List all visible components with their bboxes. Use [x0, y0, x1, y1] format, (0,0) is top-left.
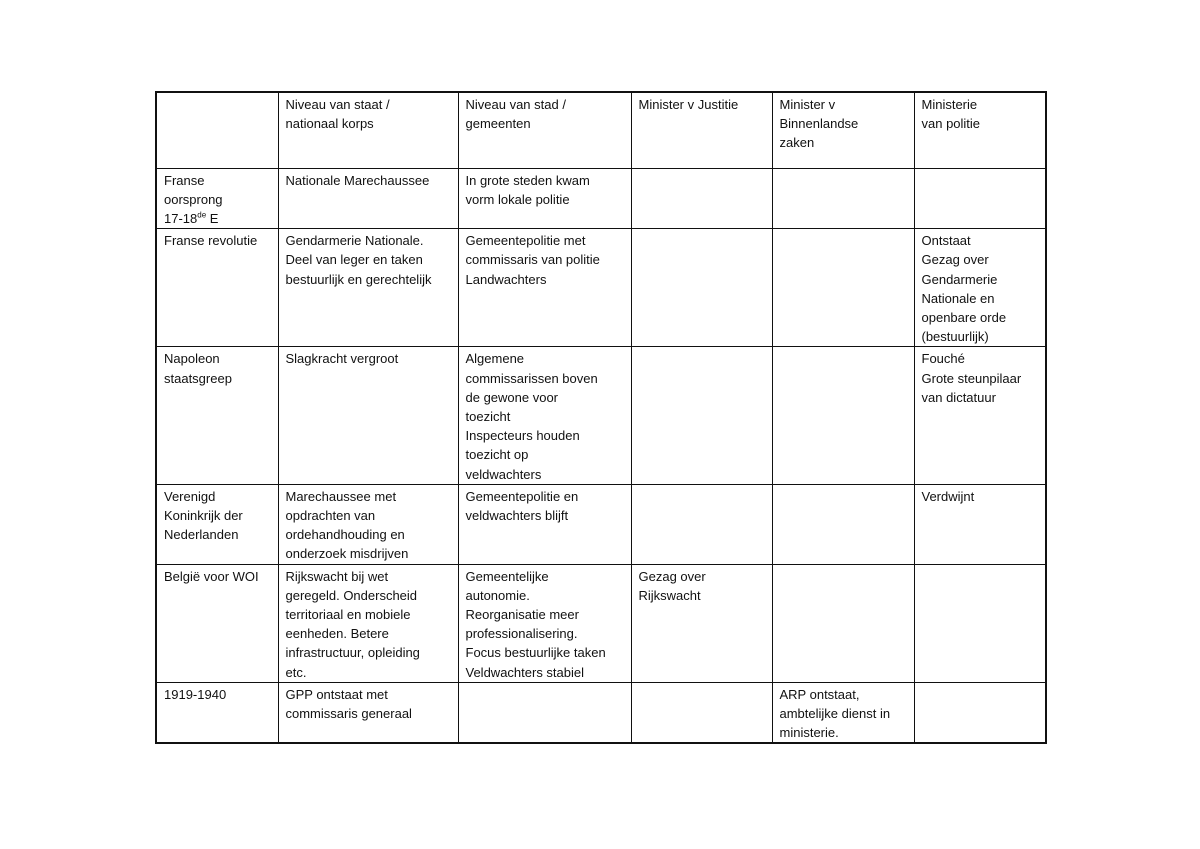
- table-cell: [771, 167, 915, 230]
- period-suffix: E: [206, 210, 219, 226]
- table-row: Verenigd Koninkrijk der Nederlanden Marec…: [155, 483, 1047, 565]
- table-cell: [913, 563, 1047, 683]
- table-cell: Slagkracht vergroot: [277, 346, 459, 485]
- table-cell: [771, 228, 915, 348]
- table-cell: Rijkswacht bij wet geregeld. Onderscheid…: [277, 563, 459, 683]
- period-text: België voor WOI: [164, 568, 259, 584]
- table-cell: Gezag over Rijkswacht: [630, 563, 773, 683]
- table-cell: ARP ontstaat, ambtelijke dienst in minis…: [771, 681, 915, 744]
- period-cell: Napoleon staatsgreep: [155, 346, 279, 485]
- header-cell: Niveau van staat / nationaal korps: [277, 91, 459, 169]
- period-superscript: de: [197, 210, 207, 220]
- period-text: Franse revolutie: [164, 233, 258, 249]
- table-cell: Algemene commissarissen boven de gewone …: [457, 346, 632, 485]
- period-cell: Franse revolutie: [155, 228, 279, 348]
- table-cell: GPP ontstaat met commissaris generaal: [277, 681, 459, 744]
- table-cell: [630, 483, 773, 565]
- header-cell: Niveau van stad / gemeenten: [457, 91, 632, 169]
- table-cell: Verdwijnt: [913, 483, 1047, 565]
- period-cell: België voor WOI: [155, 563, 279, 683]
- table-cell: [457, 681, 632, 744]
- period-cell: Verenigd Koninkrijk der Nederlanden: [155, 483, 279, 565]
- table-row: Franse oorsprong 17-18de E Nationale Mare…: [155, 167, 1047, 230]
- table-row: 1919-1940 GPP ontstaat met commissaris ge…: [155, 681, 1047, 744]
- period-text: Napoleon staatsgreep: [164, 351, 232, 386]
- period-cell: 1919-1940: [155, 681, 279, 744]
- table-cell: In grote steden kwam vorm lokale politie: [457, 167, 632, 230]
- table-cell: [630, 167, 773, 230]
- table-cell: [630, 681, 773, 744]
- table-cell: Gemeentepolitie met commissaris van poli…: [457, 228, 632, 348]
- table-cell: Gendarmerie Nationale. Deel van leger en…: [277, 228, 459, 348]
- header-cell: Minister v Justitie: [630, 91, 773, 169]
- table-cell: [630, 346, 773, 485]
- table-cell: [771, 346, 915, 485]
- table-row: België voor WOI Rijkswacht bij wet gerege…: [155, 563, 1047, 683]
- period-text: 1919-1940: [164, 686, 227, 702]
- table-cell: Gemeentelijke autonomie. Reorganisatie m…: [457, 563, 632, 683]
- table-row: Franse revolutie Gendarmerie Nationale. D…: [155, 228, 1047, 348]
- table-cell: [913, 167, 1047, 230]
- table-cell: Ontstaat Gezag over Gendarmerie National…: [913, 228, 1047, 348]
- table-cell: [771, 483, 915, 565]
- table-cell: [913, 681, 1047, 744]
- table-cell: [771, 563, 915, 683]
- table-cell: Fouché Grote steunpilaar van dictatuur: [913, 346, 1047, 485]
- table-row: Napoleon staatsgreep Slagkracht vergroot A…: [155, 346, 1047, 485]
- header-cell: Ministerie van politie: [913, 91, 1047, 169]
- header-cell: Minister v Binnenlandse zaken: [771, 91, 915, 169]
- history-table: Niveau van staat / nationaal korps Niveau…: [155, 91, 1047, 745]
- header-cell: [155, 91, 279, 169]
- header-row: Niveau van staat / nationaal korps Niveau…: [155, 91, 1047, 169]
- table-cell: Marechaussee met opdrachten van ordehand…: [277, 483, 459, 565]
- period-text: Franse oorsprong 17-18: [164, 172, 223, 226]
- table-cell: Gemeentepolitie en veldwachters blijft: [457, 483, 632, 565]
- table-cell: [630, 228, 773, 348]
- period-cell: Franse oorsprong 17-18de E: [155, 167, 279, 230]
- table-cell: Nationale Marechaussee: [277, 167, 459, 230]
- period-text: Verenigd Koninkrijk der Nederlanden: [164, 488, 243, 543]
